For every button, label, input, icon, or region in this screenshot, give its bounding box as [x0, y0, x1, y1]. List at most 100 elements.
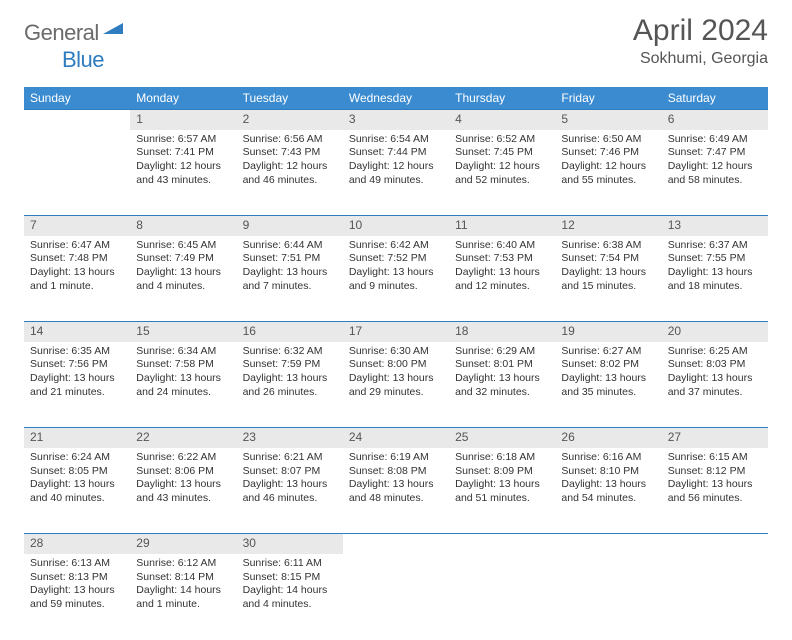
- daynum-row: 21222324252627: [24, 428, 768, 448]
- day-number-cell: [662, 534, 768, 554]
- day-cell: Sunrise: 6:57 AMSunset: 7:41 PMDaylight:…: [130, 130, 236, 216]
- daylight-text: Daylight: 13 hours and 9 minutes.: [349, 266, 443, 293]
- sunrise-text: Sunrise: 6:50 AM: [561, 133, 655, 147]
- daylight-text: Daylight: 12 hours and 58 minutes.: [668, 160, 762, 187]
- sunrise-text: Sunrise: 6:44 AM: [243, 239, 337, 253]
- header: GeneralBlue April 2024 Sokhumi, Georgia: [0, 0, 792, 79]
- day-number-cell: 10: [343, 216, 449, 236]
- weekday-header: Tuesday: [237, 87, 343, 110]
- logo-triangle-icon: [103, 21, 123, 39]
- sunrise-text: Sunrise: 6:16 AM: [561, 451, 655, 465]
- sunrise-text: Sunrise: 6:11 AM: [243, 557, 337, 571]
- day-cell: Sunrise: 6:11 AMSunset: 8:15 PMDaylight:…: [237, 554, 343, 640]
- sunset-text: Sunset: 7:59 PM: [243, 358, 337, 372]
- daylight-text: Daylight: 12 hours and 52 minutes.: [455, 160, 549, 187]
- daynum-row: 123456: [24, 110, 768, 130]
- sunset-text: Sunset: 7:48 PM: [30, 252, 124, 266]
- day-cell: Sunrise: 6:18 AMSunset: 8:09 PMDaylight:…: [449, 448, 555, 534]
- daylight-text: Daylight: 13 hours and 37 minutes.: [668, 372, 762, 399]
- day-number-cell: 25: [449, 428, 555, 448]
- sunset-text: Sunset: 7:56 PM: [30, 358, 124, 372]
- daynum-row: 14151617181920: [24, 322, 768, 342]
- daylight-text: Daylight: 13 hours and 48 minutes.: [349, 478, 443, 505]
- day-cell: Sunrise: 6:12 AMSunset: 8:14 PMDaylight:…: [130, 554, 236, 640]
- sunset-text: Sunset: 7:45 PM: [455, 146, 549, 160]
- day-cell: Sunrise: 6:50 AMSunset: 7:46 PMDaylight:…: [555, 130, 661, 216]
- daylight-text: Daylight: 13 hours and 51 minutes.: [455, 478, 549, 505]
- daylight-text: Daylight: 13 hours and 21 minutes.: [30, 372, 124, 399]
- day-number-cell: 2: [237, 110, 343, 130]
- sunset-text: Sunset: 7:54 PM: [561, 252, 655, 266]
- day-cell: Sunrise: 6:56 AMSunset: 7:43 PMDaylight:…: [237, 130, 343, 216]
- sunset-text: Sunset: 8:12 PM: [668, 465, 762, 479]
- sunset-text: Sunset: 7:44 PM: [349, 146, 443, 160]
- daylight-text: Daylight: 13 hours and 32 minutes.: [455, 372, 549, 399]
- sunset-text: Sunset: 8:03 PM: [668, 358, 762, 372]
- daylight-text: Daylight: 13 hours and 7 minutes.: [243, 266, 337, 293]
- sunrise-text: Sunrise: 6:57 AM: [136, 133, 230, 147]
- sunrise-text: Sunrise: 6:49 AM: [668, 133, 762, 147]
- sunset-text: Sunset: 7:49 PM: [136, 252, 230, 266]
- daylight-text: Daylight: 13 hours and 46 minutes.: [243, 478, 337, 505]
- weekday-header: Monday: [130, 87, 236, 110]
- sunrise-text: Sunrise: 6:38 AM: [561, 239, 655, 253]
- day-number-cell: 13: [662, 216, 768, 236]
- day-number-cell: 23: [237, 428, 343, 448]
- day-cell: Sunrise: 6:49 AMSunset: 7:47 PMDaylight:…: [662, 130, 768, 216]
- sunrise-text: Sunrise: 6:22 AM: [136, 451, 230, 465]
- sunset-text: Sunset: 7:52 PM: [349, 252, 443, 266]
- title-block: April 2024 Sokhumi, Georgia: [633, 14, 768, 68]
- day-cell: Sunrise: 6:37 AMSunset: 7:55 PMDaylight:…: [662, 236, 768, 322]
- day-number-cell: 3: [343, 110, 449, 130]
- day-number-cell: 9: [237, 216, 343, 236]
- sunrise-text: Sunrise: 6:45 AM: [136, 239, 230, 253]
- day-cell: [343, 554, 449, 640]
- sunrise-text: Sunrise: 6:52 AM: [455, 133, 549, 147]
- daylight-text: Daylight: 13 hours and 29 minutes.: [349, 372, 443, 399]
- day-cell: Sunrise: 6:38 AMSunset: 7:54 PMDaylight:…: [555, 236, 661, 322]
- day-number-cell: 6: [662, 110, 768, 130]
- sunrise-text: Sunrise: 6:13 AM: [30, 557, 124, 571]
- day-number-cell: [24, 110, 130, 130]
- day-cell: [662, 554, 768, 640]
- day-cell: Sunrise: 6:27 AMSunset: 8:02 PMDaylight:…: [555, 342, 661, 428]
- day-number-cell: 26: [555, 428, 661, 448]
- sunset-text: Sunset: 7:51 PM: [243, 252, 337, 266]
- daynum-row: 282930: [24, 534, 768, 554]
- daylight-text: Daylight: 12 hours and 43 minutes.: [136, 160, 230, 187]
- sunrise-text: Sunrise: 6:21 AM: [243, 451, 337, 465]
- day-number-cell: 7: [24, 216, 130, 236]
- daylight-text: Daylight: 13 hours and 56 minutes.: [668, 478, 762, 505]
- day-cell: Sunrise: 6:13 AMSunset: 8:13 PMDaylight:…: [24, 554, 130, 640]
- logo-text-general: General: [24, 20, 99, 45]
- sunrise-text: Sunrise: 6:34 AM: [136, 345, 230, 359]
- sunset-text: Sunset: 8:07 PM: [243, 465, 337, 479]
- day-number-cell: 22: [130, 428, 236, 448]
- day-number-cell: 15: [130, 322, 236, 342]
- day-number-cell: [449, 534, 555, 554]
- logo-text-blue: Blue: [62, 47, 122, 73]
- sunset-text: Sunset: 8:13 PM: [30, 571, 124, 585]
- sunset-text: Sunset: 7:41 PM: [136, 146, 230, 160]
- daylight-text: Daylight: 13 hours and 54 minutes.: [561, 478, 655, 505]
- day-cell: Sunrise: 6:24 AMSunset: 8:05 PMDaylight:…: [24, 448, 130, 534]
- sunset-text: Sunset: 8:14 PM: [136, 571, 230, 585]
- sunrise-text: Sunrise: 6:25 AM: [668, 345, 762, 359]
- sunset-text: Sunset: 7:55 PM: [668, 252, 762, 266]
- day-number-cell: 17: [343, 322, 449, 342]
- sunset-text: Sunset: 8:02 PM: [561, 358, 655, 372]
- day-cell: Sunrise: 6:16 AMSunset: 8:10 PMDaylight:…: [555, 448, 661, 534]
- day-number-cell: 5: [555, 110, 661, 130]
- daylight-text: Daylight: 12 hours and 46 minutes.: [243, 160, 337, 187]
- day-body-row: Sunrise: 6:13 AMSunset: 8:13 PMDaylight:…: [24, 554, 768, 640]
- day-cell: Sunrise: 6:29 AMSunset: 8:01 PMDaylight:…: [449, 342, 555, 428]
- day-cell: Sunrise: 6:35 AMSunset: 7:56 PMDaylight:…: [24, 342, 130, 428]
- month-title: April 2024: [633, 14, 768, 48]
- day-number-cell: 8: [130, 216, 236, 236]
- day-number-cell: 30: [237, 534, 343, 554]
- sunrise-text: Sunrise: 6:56 AM: [243, 133, 337, 147]
- daylight-text: Daylight: 12 hours and 49 minutes.: [349, 160, 443, 187]
- day-cell: Sunrise: 6:47 AMSunset: 7:48 PMDaylight:…: [24, 236, 130, 322]
- sunrise-text: Sunrise: 6:42 AM: [349, 239, 443, 253]
- day-cell: Sunrise: 6:44 AMSunset: 7:51 PMDaylight:…: [237, 236, 343, 322]
